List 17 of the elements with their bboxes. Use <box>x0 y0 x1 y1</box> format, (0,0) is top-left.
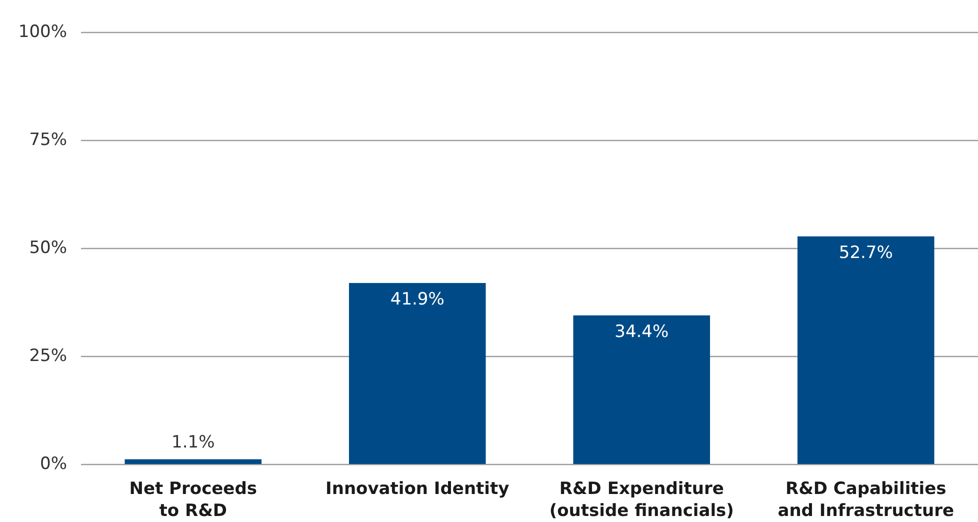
x-tick-label: R&D Capabilities and Infrastructure <box>778 479 954 521</box>
y-tick-label: 50% <box>29 238 67 258</box>
x-tick-label: R&D Expenditure (outside financials) <box>549 479 734 521</box>
data-label: 1.1% <box>172 432 215 453</box>
bar <box>124 459 262 464</box>
bar <box>348 282 486 464</box>
data-label: 34.4% <box>614 322 669 342</box>
bar <box>573 315 710 464</box>
bar <box>797 236 934 464</box>
x-tick-label: Innovation Identity <box>326 479 510 499</box>
y-tick-label: 75% <box>29 130 67 150</box>
x-tick-label: Net Proceeds to R&D <box>129 479 257 521</box>
y-tick-label: 100% <box>18 22 67 42</box>
data-label: 41.9% <box>390 289 444 310</box>
y-tick-label: 0% <box>40 454 67 474</box>
data-label: 52.7% <box>838 242 893 263</box>
y-tick-label: 25% <box>29 346 67 366</box>
